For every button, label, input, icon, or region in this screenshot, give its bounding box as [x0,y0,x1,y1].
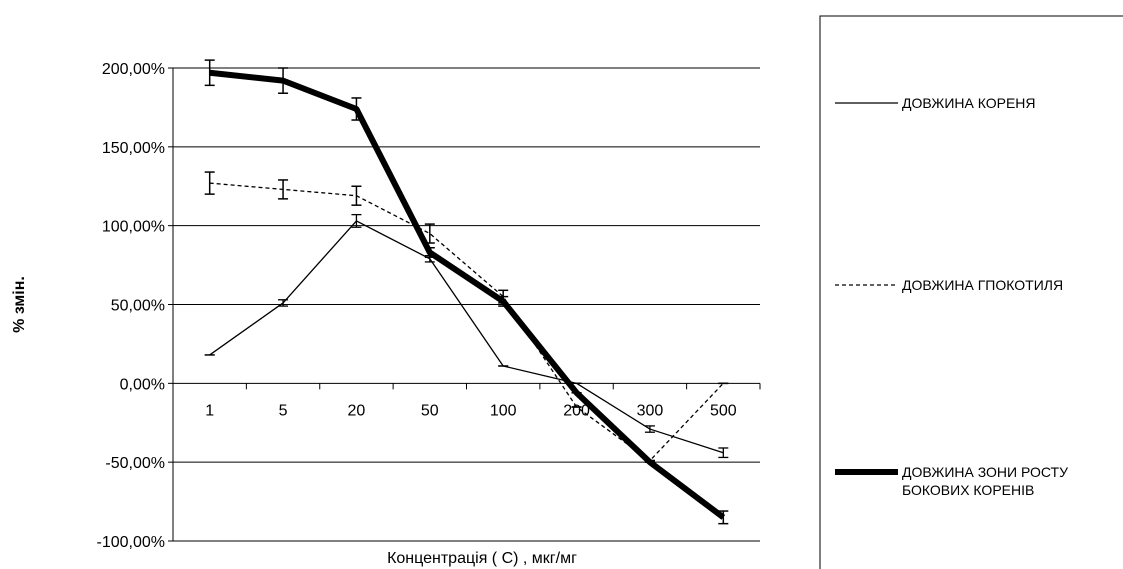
error-bar [278,299,289,307]
labels: -100,00% -50,00% 0,00% 50,00% 100,00% 150,00%… [11,61,737,567]
y-tick-label: 0,00% [120,376,165,393]
series-line-3 [209,69,726,520]
x-tick-label: 300 [637,402,664,419]
series [204,59,729,525]
x-tick-label: 5 [279,402,288,419]
x-tick-label: 500 [710,402,737,419]
legend-box [819,15,1123,569]
error-bar [498,295,509,307]
axes [168,67,761,542]
error-bar [351,213,362,228]
error-bar [424,246,435,258]
error-bar [204,171,215,195]
error-bar [718,447,729,459]
x-tick-label: 200 [563,402,590,419]
error-bar [351,185,362,206]
y-tick-label: 200,00% [102,61,165,78]
y-tick-label: 50,00% [111,298,165,315]
gridlines [173,67,760,542]
legend-label: БОКОВИХ КОРЕНІВ [902,482,1034,498]
x-axis-title: Концентрація ( С) , мкг/мг [387,550,577,567]
y-tick-label: 150,00% [102,140,165,157]
legend-label: ДОВЖИНА ЗОНИ РОСТУ [902,464,1068,480]
error-bar [351,97,362,121]
legend-label: ДОВЖИНА ГПОКОТИЛЯ [902,277,1063,293]
error-bar [278,179,289,200]
x-tick-label: 50 [421,402,439,419]
y-tick-label: -50,00% [105,455,165,472]
error-bar [278,67,289,94]
error-bar [204,59,215,87]
x-tick-label: 20 [348,402,366,419]
error-bar [644,425,655,433]
y-axis-title: % змін. [11,276,28,333]
error-bar [718,510,729,525]
y-tick-label: -100,00% [97,534,166,551]
y-tick-label: 100,00% [102,219,165,236]
legend-label: ДОВЖИНА КОРЕНЯ [902,95,1036,111]
series-line-1 [209,220,724,454]
x-tick-label: 1 [205,402,214,419]
x-tick-label: 100 [490,402,517,419]
legend: ДОВЖИНА КОРЕНЯ ДОВЖИНА ГПОКОТИЛЯ ДОВЖИНА З… [819,15,1123,569]
